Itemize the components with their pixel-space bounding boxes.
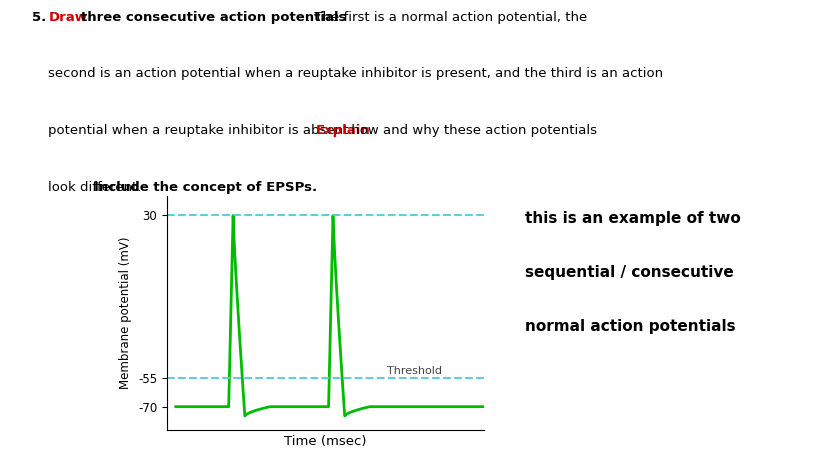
- Text: potential when a reuptake inhibitor is absent.: potential when a reuptake inhibitor is a…: [48, 124, 357, 137]
- Text: second is an action potential when a reuptake inhibitor is present, and the thir: second is an action potential when a reu…: [48, 67, 664, 80]
- Text: Explain: Explain: [316, 124, 371, 137]
- Text: 5.: 5.: [32, 11, 46, 23]
- Text: Include the concept of EPSPs.: Include the concept of EPSPs.: [94, 181, 316, 194]
- Text: how and why these action potentials: how and why these action potentials: [347, 124, 597, 137]
- Text: three consecutive action potentials: three consecutive action potentials: [81, 11, 347, 23]
- Text: Threshold: Threshold: [387, 366, 443, 375]
- Y-axis label: Membrane potential (mV): Membrane potential (mV): [119, 237, 133, 389]
- Text: Draw: Draw: [48, 11, 88, 23]
- Text: . The first is a normal action potential, the: . The first is a normal action potential…: [306, 11, 587, 23]
- Text: look different.: look different.: [48, 181, 146, 194]
- Text: this is an example of two: this is an example of two: [525, 211, 741, 226]
- Text: sequential / consecutive: sequential / consecutive: [525, 265, 734, 280]
- X-axis label: Time (msec): Time (msec): [285, 435, 367, 448]
- Text: normal action potentials: normal action potentials: [525, 319, 736, 334]
